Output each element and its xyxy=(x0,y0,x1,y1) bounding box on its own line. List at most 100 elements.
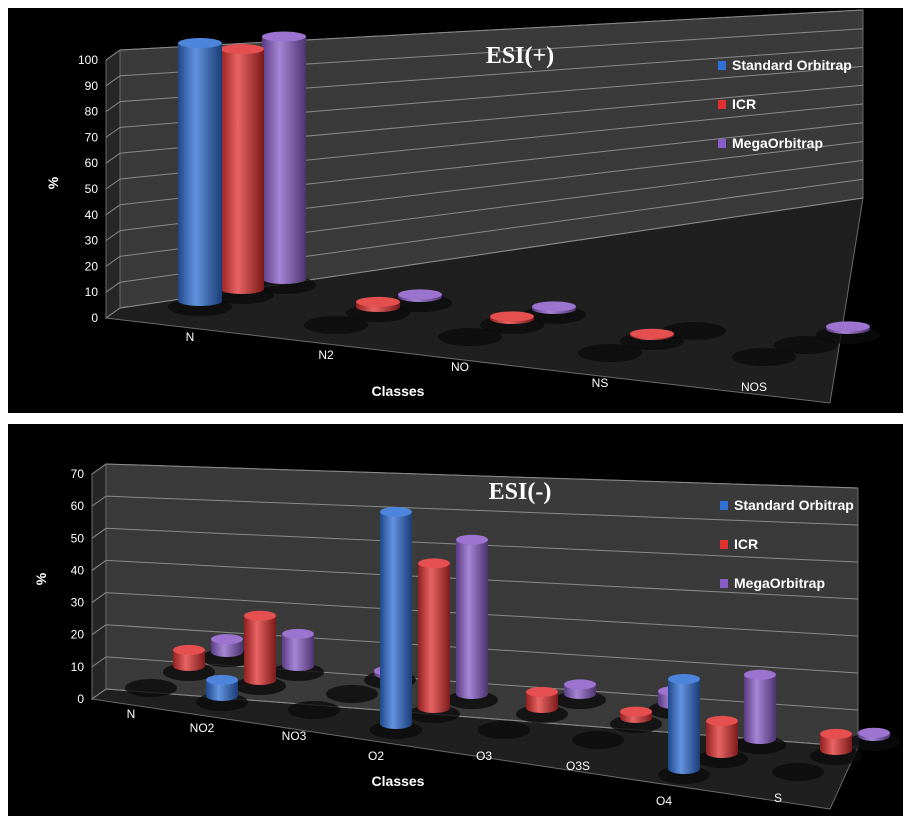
bar xyxy=(388,289,452,312)
bar-top xyxy=(211,634,243,645)
legend-swatch xyxy=(720,540,728,549)
legend-label: MegaOrbitrap xyxy=(734,575,825,591)
y-tick-label: 90 xyxy=(85,79,99,93)
bar xyxy=(848,727,900,751)
legend-swatch xyxy=(720,501,728,510)
bar-shadow xyxy=(304,316,368,334)
gridline-side xyxy=(105,101,121,113)
y-tick-label: 70 xyxy=(85,130,99,144)
legend-label: MegaOrbitrap xyxy=(732,135,823,151)
x-axis-label: Classes xyxy=(372,383,425,399)
bar-shadow xyxy=(478,721,530,739)
bar-top xyxy=(173,644,205,655)
bar-body xyxy=(668,679,700,774)
y-tick-label: 30 xyxy=(85,234,99,248)
gridline-side xyxy=(105,255,121,267)
bar-top xyxy=(398,289,442,300)
bar-body xyxy=(244,615,276,685)
side-wall xyxy=(91,463,107,700)
bar-top xyxy=(356,296,400,307)
gridline-side xyxy=(105,49,121,61)
y-tick-label: 100 xyxy=(78,53,98,67)
gridline-side xyxy=(91,688,107,700)
gridline xyxy=(105,495,859,526)
y-tick-label: 60 xyxy=(71,499,85,513)
y-tick-label: 0 xyxy=(77,692,84,706)
bar xyxy=(234,610,286,695)
bar xyxy=(774,336,838,354)
bar xyxy=(610,706,662,733)
bar xyxy=(662,322,726,340)
bar-shadow xyxy=(572,731,624,749)
bar xyxy=(288,701,340,719)
bar-body xyxy=(211,639,243,657)
bar-top xyxy=(380,506,412,517)
bar xyxy=(370,506,422,739)
bar-shadow xyxy=(662,322,726,340)
y-tick-label: 80 xyxy=(85,105,99,119)
x-tick-label: NO3 xyxy=(282,729,307,743)
bar-body xyxy=(282,633,314,671)
bar xyxy=(163,644,215,681)
bar xyxy=(772,763,824,781)
bar-body xyxy=(178,43,222,306)
bar-top xyxy=(490,311,534,322)
y-tick-label: 10 xyxy=(85,285,99,299)
bar-shadow xyxy=(732,348,796,366)
chart-esi-negative-svg: 0 10 20 30 40 50 60 70 N NO2 NO3 O2 O3 O3S O4 S ESI(-)% C… xyxy=(33,463,900,810)
bar-body xyxy=(744,674,776,744)
bar-top xyxy=(744,669,776,680)
x-tick-label: N2 xyxy=(318,348,334,362)
bar xyxy=(554,679,606,709)
y-tick-label: 70 xyxy=(71,467,85,481)
bar-top xyxy=(620,706,652,717)
gridline-side xyxy=(91,560,107,571)
legend-swatch xyxy=(720,579,728,588)
bar xyxy=(210,44,274,304)
bar xyxy=(196,674,248,711)
gridline-side xyxy=(105,204,121,216)
bar-shadow xyxy=(774,336,838,354)
bar-top xyxy=(456,534,488,545)
bar xyxy=(732,348,796,366)
gridline-side xyxy=(105,178,121,190)
chart-esi-positive-svg: 0 10 20 30 40 50 60 70 80 90 100 N N2 NO NS NOS ESI(+)% C… xyxy=(45,9,880,404)
bar xyxy=(522,301,586,324)
gridline-side xyxy=(105,230,121,242)
chart-esi-negative: 0 10 20 30 40 50 60 70 N NO2 NO3 O2 O3 O3S O4 S ESI(-)% C… xyxy=(8,424,903,816)
bar xyxy=(168,38,232,316)
bar-top xyxy=(820,728,852,739)
legend-label: ICR xyxy=(734,536,758,552)
x-tick-label: NO2 xyxy=(190,721,215,735)
bar-body xyxy=(820,733,852,755)
bar-body xyxy=(706,720,738,758)
y-tick-label: 0 xyxy=(91,311,98,325)
bar xyxy=(816,321,880,344)
gridline-side xyxy=(91,495,107,507)
bar-top xyxy=(630,328,674,339)
bar-top xyxy=(532,301,576,312)
bar-body xyxy=(526,691,558,713)
bar-shadow xyxy=(288,701,340,719)
bar-shadow xyxy=(438,328,502,346)
bar-top xyxy=(282,628,314,639)
bar-top xyxy=(826,321,870,332)
bar xyxy=(408,558,460,723)
bar xyxy=(346,296,410,322)
gridline-side xyxy=(105,152,121,164)
bar xyxy=(810,728,862,765)
chart-esi-positive: 0 10 20 30 40 50 60 70 80 90 100 N N2 NO NS NOS ESI(+)% C… xyxy=(8,8,903,413)
bar-body xyxy=(206,679,238,701)
x-tick-label: O3S xyxy=(566,759,590,773)
bar-shadow xyxy=(772,763,824,781)
bar-top xyxy=(206,674,238,685)
bar xyxy=(620,328,684,350)
bar xyxy=(125,679,177,697)
y-tick-label: 20 xyxy=(71,628,85,642)
y-tick-label: 50 xyxy=(71,531,85,545)
bar xyxy=(578,344,642,362)
legend-swatch xyxy=(718,100,726,109)
legend-swatch xyxy=(718,61,726,70)
bar-top xyxy=(668,674,700,684)
bar xyxy=(696,715,748,768)
